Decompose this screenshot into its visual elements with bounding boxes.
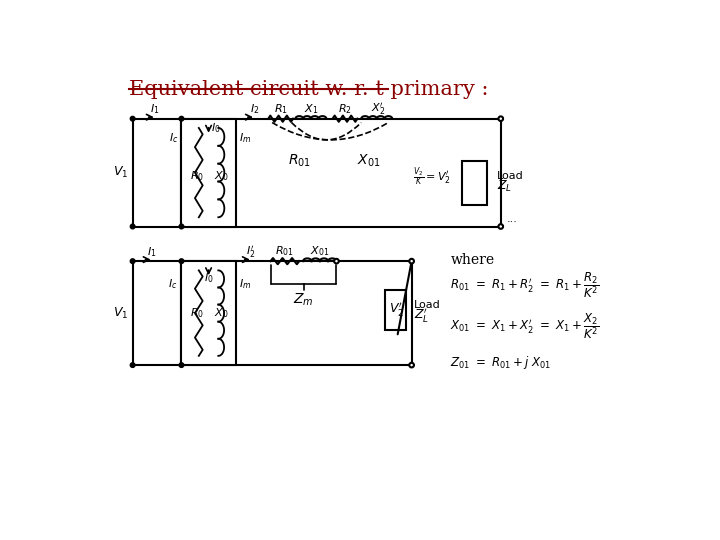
- Text: Equivalent circuit w. r. t primary :: Equivalent circuit w. r. t primary :: [129, 80, 488, 99]
- Text: $I_c$: $I_c$: [168, 278, 178, 291]
- Circle shape: [498, 117, 503, 121]
- Text: $R_0$: $R_0$: [190, 307, 204, 320]
- Text: Load: Load: [414, 300, 441, 310]
- Text: $I_1$: $I_1$: [150, 103, 160, 116]
- Text: $V_1$: $V_1$: [113, 306, 128, 321]
- Text: Load: Load: [497, 172, 523, 181]
- Text: $X_{01}\ =\ X_1 + X_2^{\prime}\ =\ X_1 + \dfrac{X_2}{K^2}$: $X_{01}\ =\ X_1 + X_2^{\prime}\ =\ X_1 +…: [451, 311, 600, 341]
- Circle shape: [179, 363, 184, 367]
- Text: $I_1$: $I_1$: [148, 245, 157, 259]
- Circle shape: [179, 117, 184, 121]
- Circle shape: [130, 363, 135, 367]
- Bar: [181, 119, 235, 226]
- Circle shape: [409, 259, 414, 264]
- Circle shape: [130, 224, 135, 229]
- Text: $I_0$: $I_0$: [212, 121, 221, 135]
- Text: $X_0$: $X_0$: [214, 169, 229, 183]
- Text: $Z_{m}$: $Z_{m}$: [293, 292, 314, 308]
- Text: $R_1$: $R_1$: [274, 103, 287, 116]
- Text: $R_{01}$: $R_{01}$: [288, 153, 311, 169]
- Text: $X_0$: $X_0$: [214, 307, 229, 320]
- Text: $Z_L'$: $Z_L'$: [414, 306, 429, 324]
- Text: $I_0$: $I_0$: [204, 271, 213, 285]
- Text: $I_m$: $I_m$: [239, 131, 251, 145]
- Text: where: where: [451, 253, 495, 267]
- Circle shape: [498, 224, 503, 229]
- Text: $X_1$: $X_1$: [304, 102, 318, 116]
- Text: $X_2'$: $X_2'$: [372, 100, 385, 117]
- Text: ...: ...: [507, 214, 518, 224]
- Text: $I_2'$: $I_2'$: [246, 244, 256, 260]
- Text: $R_0$: $R_0$: [190, 169, 204, 183]
- Text: $Z_{01}\ =\ R_{01}+j\ X_{01}$: $Z_{01}\ =\ R_{01}+j\ X_{01}$: [451, 354, 552, 370]
- Bar: [462, 161, 487, 205]
- Text: $\frac{V_2}{K}=V_2^{\prime}$: $\frac{V_2}{K}=V_2^{\prime}$: [413, 165, 451, 188]
- Text: $Z_L$: $Z_L$: [497, 179, 512, 194]
- Text: $R_{01}$: $R_{01}$: [276, 244, 294, 258]
- Text: $X_{01}$: $X_{01}$: [357, 153, 381, 169]
- Text: $X_{01}$: $X_{01}$: [310, 244, 330, 258]
- Circle shape: [130, 259, 135, 264]
- Text: $I_2$: $I_2$: [250, 103, 259, 116]
- Circle shape: [179, 224, 184, 229]
- Circle shape: [179, 259, 184, 264]
- Circle shape: [130, 117, 135, 121]
- Text: $R_{01}\ =\ R_1 + R_2^{\prime}\ =\ R_1 + \dfrac{R_2}{K^2}$: $R_{01}\ =\ R_1 + R_2^{\prime}\ =\ R_1 +…: [451, 271, 600, 300]
- Text: $V_1$: $V_1$: [113, 165, 128, 180]
- Text: $I_c$: $I_c$: [169, 131, 179, 145]
- Bar: [384, 291, 406, 330]
- Circle shape: [334, 259, 339, 264]
- Text: $I_m$: $I_m$: [239, 278, 251, 291]
- Circle shape: [409, 363, 414, 367]
- Bar: [181, 261, 235, 365]
- Text: $R_2$: $R_2$: [338, 103, 352, 116]
- Text: $V_2'$: $V_2'$: [389, 300, 404, 318]
